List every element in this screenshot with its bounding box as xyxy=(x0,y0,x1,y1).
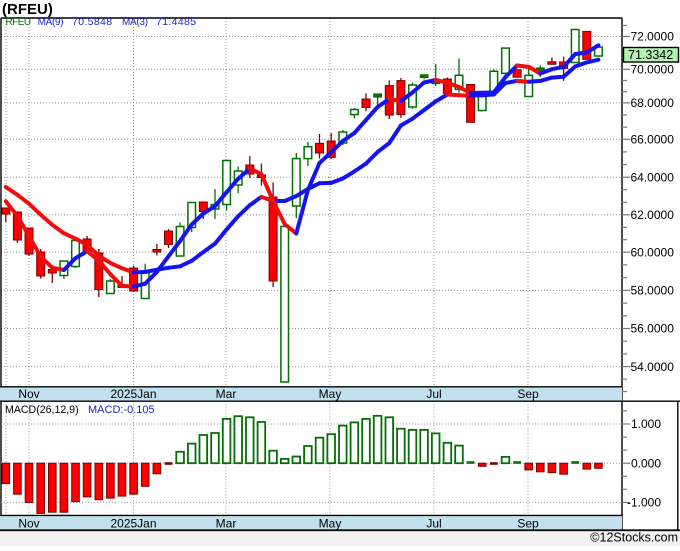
svg-text:©12Stocks.com: ©12Stocks.com xyxy=(590,531,678,545)
svg-text:Mar: Mar xyxy=(216,387,237,401)
svg-text:64.0000: 64.0000 xyxy=(631,170,675,184)
svg-text:-1.000: -1.000 xyxy=(627,496,661,510)
svg-text:70.5848: 70.5848 xyxy=(72,16,112,28)
svg-text:58.0000: 58.0000 xyxy=(631,284,675,298)
svg-text:Sep: Sep xyxy=(517,387,539,401)
svg-text:Nov: Nov xyxy=(18,387,39,401)
svg-text:56.0000: 56.0000 xyxy=(631,322,675,336)
svg-text:RFEU: RFEU xyxy=(6,17,31,28)
svg-text:2025Jan: 2025Jan xyxy=(110,516,156,530)
svg-text:MACD(26,12,9): MACD(26,12,9) xyxy=(5,404,79,416)
svg-text:MA(3): MA(3) xyxy=(122,17,148,28)
svg-text:66.0000: 66.0000 xyxy=(631,133,675,147)
svg-text:0.000: 0.000 xyxy=(631,456,661,470)
svg-text:62.0000: 62.0000 xyxy=(631,208,675,222)
svg-text:Mar: Mar xyxy=(216,516,237,530)
svg-text:54.0000: 54.0000 xyxy=(631,360,675,374)
svg-text:May: May xyxy=(319,516,342,530)
svg-text:MA(9): MA(9) xyxy=(38,17,64,28)
svg-text:(RFEU): (RFEU) xyxy=(2,1,53,18)
svg-text:Sep: Sep xyxy=(517,516,539,530)
svg-text:71.3342: 71.3342 xyxy=(628,48,673,62)
svg-text:60.0000: 60.0000 xyxy=(631,245,675,259)
svg-text:70.0000: 70.0000 xyxy=(631,63,675,77)
svg-text:71.4485: 71.4485 xyxy=(156,16,196,28)
svg-text:Jul: Jul xyxy=(426,387,441,401)
svg-text:May: May xyxy=(319,387,342,401)
svg-text:Jul: Jul xyxy=(426,516,441,530)
svg-text:1.000: 1.000 xyxy=(631,417,661,431)
svg-text:Nov: Nov xyxy=(18,516,39,530)
svg-text:68.0000: 68.0000 xyxy=(631,96,675,110)
svg-text:72.0000: 72.0000 xyxy=(631,30,675,44)
svg-text:MACD:-0.105: MACD:-0.105 xyxy=(88,404,155,416)
svg-text:2025Jan: 2025Jan xyxy=(110,387,156,401)
